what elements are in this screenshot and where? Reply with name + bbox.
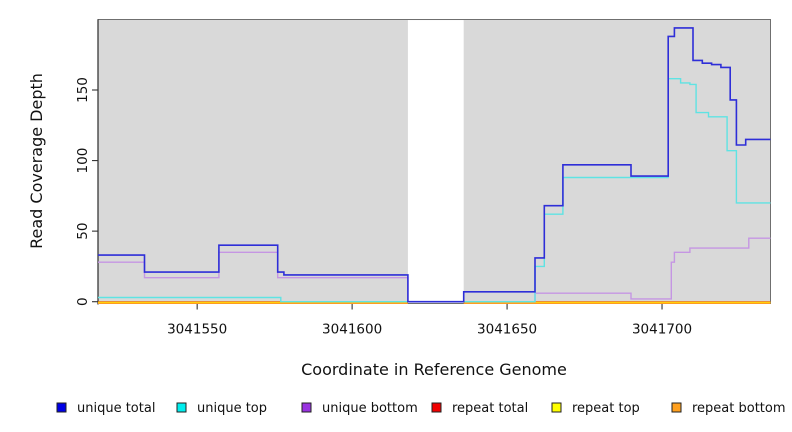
x-tick-label: 3041700 xyxy=(632,322,692,338)
legend-swatch-repeat-bottom xyxy=(671,402,682,413)
legend-label-unique-top: unique top xyxy=(197,401,267,416)
y-tick-label: 0 xyxy=(75,297,91,306)
legend-label-unique-total: unique total xyxy=(77,401,155,416)
no-data-gap xyxy=(407,20,464,303)
legend-label-unique-bottom: unique bottom xyxy=(322,401,418,416)
legend-swatch-unique-top xyxy=(176,402,187,413)
legend-label-repeat-total: repeat total xyxy=(452,401,528,416)
x-tick-label: 3041650 xyxy=(477,322,537,338)
legend: unique total unique top unique bottom repea… xyxy=(56,401,786,416)
x-axis-title: Coordinate in Reference Genome xyxy=(301,360,567,379)
legend-swatch-repeat-top xyxy=(551,402,562,413)
y-tick-label: 100 xyxy=(75,148,91,174)
legend-label-repeat-top: repeat top xyxy=(572,401,640,416)
legend-swatch-unique-total xyxy=(56,402,67,413)
legend-swatch-repeat-total xyxy=(431,402,442,413)
plot-area: 3041550 3041600 3041650 3041700 0 50 100 150 xyxy=(75,19,771,338)
y-tick-label: 150 xyxy=(75,77,91,103)
y-tick-label: 50 xyxy=(75,223,91,240)
x-tick-label: 3041600 xyxy=(322,322,382,338)
legend-label-repeat-bottom: repeat bottom xyxy=(692,401,786,416)
y-axis-title: Read Coverage Depth xyxy=(27,73,46,249)
legend-swatch-unique-bottom xyxy=(301,402,312,413)
x-tick-label: 3041550 xyxy=(167,322,227,338)
series-line-unique-total xyxy=(98,27,771,303)
